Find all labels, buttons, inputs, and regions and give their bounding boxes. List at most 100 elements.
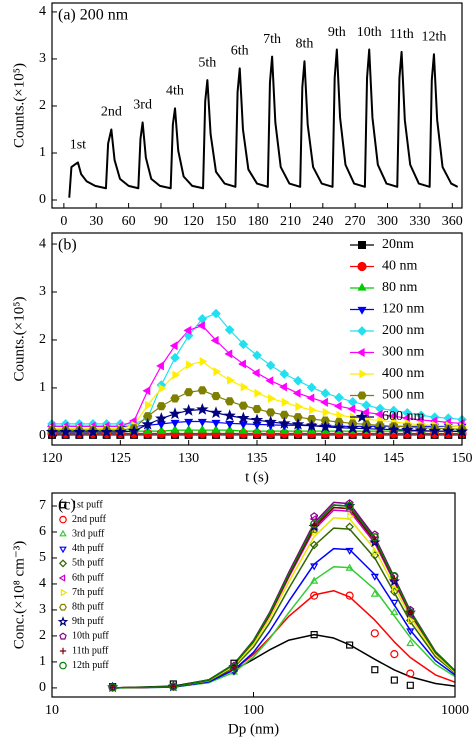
legend-marker [58,559,68,568]
data-point [372,548,380,557]
data-point [279,382,287,392]
x-tick-label: 130 [178,451,199,466]
y-tick-label: 6 [39,524,46,539]
legend-label: 400 nm [382,366,425,381]
data-point [370,629,379,638]
data-point [169,682,178,691]
data-point [142,412,153,421]
data-point [406,681,414,689]
legend-label: 500 nm [382,388,425,403]
y-tick-label: 1 [39,380,46,395]
legend-label: 8th puff [72,601,104,612]
data-point [211,392,221,401]
data-point [196,402,209,415]
data-point [197,321,205,331]
y-tick-label: 0 [39,192,46,207]
data-point [390,572,399,581]
data-point [347,396,358,407]
y-tick-label: 3 [39,602,46,617]
data-point [406,628,415,636]
data-point [265,408,276,417]
legend-marker [59,661,67,670]
data-point [334,392,344,403]
annotation: 5th [198,55,216,70]
data-point [370,533,379,542]
legend-marker [60,588,68,597]
data-point [293,375,303,386]
data-point [310,520,318,528]
legend-label: 3rd puff [72,528,105,539]
data-point [238,339,249,350]
data-point [388,575,400,587]
legend-label: 120 nm [382,302,425,317]
legend-marker [57,616,69,627]
data-point [361,407,369,417]
data-point [142,386,151,396]
legend-label: 4th puff [72,543,104,554]
data-point [390,607,399,615]
data-point [442,424,455,437]
data-point [309,540,319,550]
legend-marker [357,326,367,336]
y-tick-label: 2 [39,628,46,643]
data-point [229,663,239,672]
x-tick-label: 360 [442,214,463,229]
data-point [100,425,113,438]
data-point [252,350,262,361]
data-point [169,683,177,691]
data-point [227,375,235,385]
data-point [293,413,303,422]
data-point [345,547,354,555]
annotation: 3rd [133,98,152,113]
data-point [310,576,319,584]
data-point [406,669,415,678]
data-point [238,359,246,369]
data-point [264,415,277,428]
data-point [109,683,117,691]
annotation: 6th [231,44,249,59]
data-point [309,405,317,415]
panel-label: (a) 200 nm [58,7,129,24]
annotation: 11th [389,27,413,42]
x-tick-label: 135 [247,451,268,466]
data-point [158,383,167,393]
data-point [306,382,317,393]
data-point [230,663,238,671]
panel-label: (b) [58,237,77,254]
y-tick-label: 7 [39,498,46,513]
data-point [310,512,319,520]
data-point [336,410,345,420]
data-point [360,422,373,434]
data-point [251,368,260,378]
data-point [390,676,398,684]
data-point [390,650,399,659]
y-tick-label: 0 [39,428,46,443]
legend-label: 200 nm [382,323,425,338]
x-tick-label: 30 [89,214,103,229]
data-point [310,591,319,600]
data-point [390,599,399,607]
annotation: 7th [263,32,281,47]
fit-line [112,633,456,689]
data-point [265,360,276,371]
data-point [406,609,414,617]
data-point [237,411,250,424]
annotation: 12th [422,29,447,44]
legend-label: 9th puff [72,616,104,627]
plot-frame [51,492,456,698]
legend-label: 20nm [382,237,414,252]
x-tick-label: 100 [243,703,264,718]
data-point [322,407,331,417]
annotation: 1st [70,138,86,153]
data-point [197,418,207,427]
data-point [141,417,154,430]
legend-marker [59,546,67,554]
data-point [155,412,168,424]
data-point [347,404,356,414]
data-point [319,420,332,433]
legend-marker [59,529,67,537]
x-tick-label: 210 [280,214,301,229]
data-point [346,641,354,649]
y-tick-label: 1 [39,654,46,669]
